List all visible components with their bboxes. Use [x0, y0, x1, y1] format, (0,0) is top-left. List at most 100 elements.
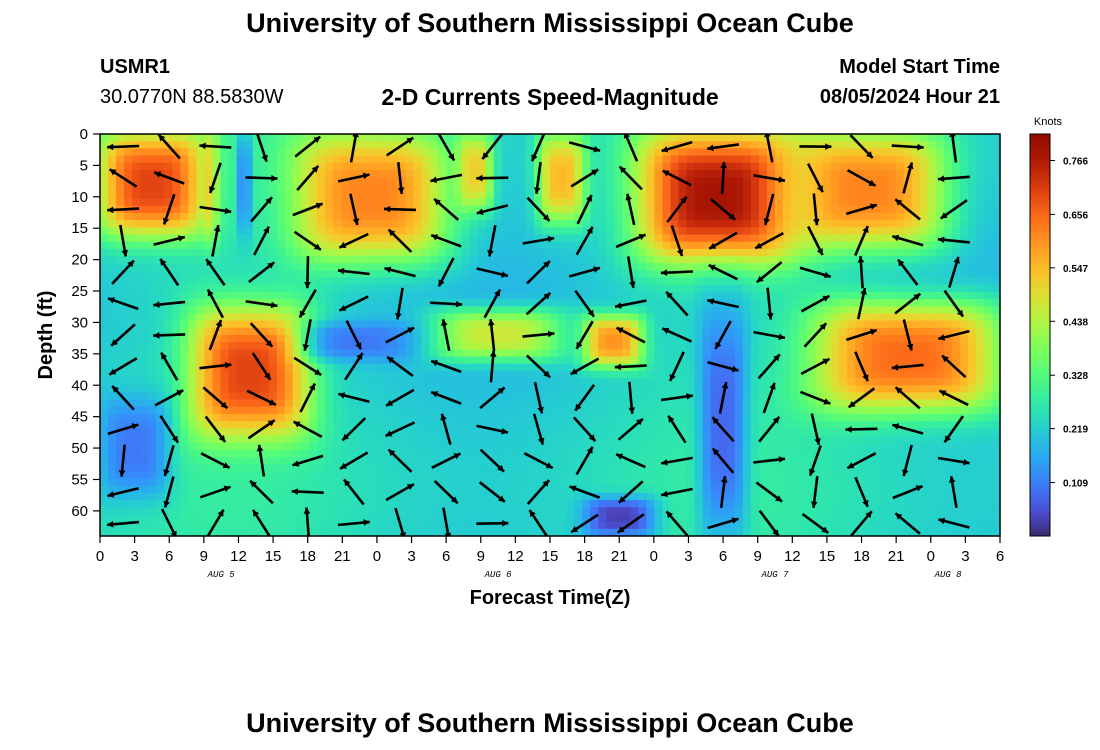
heatmap-cell [132, 320, 141, 329]
heatmap-cell [140, 356, 149, 365]
heatmap-cell [365, 335, 374, 343]
heatmap-cell [260, 363, 270, 372]
heatmap-cell [855, 162, 864, 171]
heatmap-cell [477, 335, 487, 343]
heatmap-cell [951, 299, 961, 307]
heatmap-cell [461, 413, 471, 422]
heatmap-cell [252, 220, 262, 228]
heatmap-cell [758, 169, 768, 178]
heatmap-cell [292, 162, 302, 171]
heatmap-cell [863, 392, 873, 401]
heatmap-cell [172, 449, 181, 458]
heatmap-cell [525, 205, 535, 214]
heatmap-cell [638, 378, 648, 386]
heatmap-cell [718, 220, 728, 228]
heatmap-cell [236, 370, 246, 379]
heatmap-cell [148, 234, 157, 243]
heatmap-cell [839, 406, 848, 415]
heatmap-cell [975, 356, 985, 365]
heatmap-cell [734, 220, 744, 228]
heatmap-cell [405, 399, 414, 408]
heatmap-cell [903, 320, 913, 329]
heatmap-cell [196, 134, 206, 142]
heatmap-cell [501, 277, 511, 286]
heatmap-cell [453, 169, 463, 178]
heatmap-cell [959, 306, 969, 315]
heatmap-cell [654, 421, 664, 429]
heatmap-cell [292, 349, 302, 358]
heatmap-cell [847, 162, 856, 171]
heatmap-cell [606, 270, 615, 279]
heatmap-cell [316, 399, 326, 408]
heatmap-cell [116, 212, 125, 221]
heatmap-cell [775, 370, 784, 379]
heatmap-cell [742, 184, 752, 193]
heatmap-cell [887, 306, 897, 315]
heatmap-cell [911, 406, 921, 415]
heatmap-cell [887, 234, 897, 243]
heatmap-cell [397, 234, 406, 243]
heatmap-cell [461, 406, 471, 415]
heatmap-cell [405, 148, 414, 157]
heatmap-cell [276, 284, 286, 293]
heatmap-cell [100, 270, 109, 279]
heatmap-cell [799, 263, 808, 271]
heatmap-cell [300, 428, 310, 437]
heatmap-cell [124, 392, 133, 401]
heatmap-cell [750, 148, 760, 157]
heatmap-cell [517, 413, 527, 422]
heatmap-cell [911, 363, 921, 372]
heatmap-cell [783, 342, 792, 350]
heatmap-cell [220, 406, 230, 415]
heatmap-cell [614, 370, 623, 379]
heatmap-cell [469, 291, 479, 300]
heatmap-cell [630, 191, 639, 200]
heatmap-cell [485, 220, 495, 228]
heatmap-cell [236, 363, 246, 372]
heatmap-cell [292, 177, 302, 185]
heatmap-cell [308, 148, 318, 157]
heatmap-cell [574, 349, 583, 358]
heatmap-cell [750, 428, 760, 437]
heatmap-cell [533, 306, 543, 315]
heatmap-cell [775, 406, 784, 415]
heatmap-cell [413, 421, 423, 429]
heatmap-cell [558, 155, 567, 164]
heatmap-cell [775, 378, 784, 386]
heatmap-cell [196, 421, 206, 429]
heatmap-cell [710, 370, 720, 379]
heatmap-cell [975, 284, 985, 293]
heatmap-cell [188, 241, 198, 250]
heatmap-cell [975, 270, 985, 279]
heatmap-cell [686, 241, 696, 250]
heatmap-cell [766, 413, 776, 422]
heatmap-cell [220, 313, 230, 322]
heatmap-cell [903, 306, 913, 315]
heatmap-cell [983, 378, 993, 386]
heatmap-cell [694, 248, 704, 257]
heatmap-cell [750, 184, 760, 193]
heatmap-cell [477, 234, 487, 243]
heatmap-cell [959, 205, 969, 214]
heatmap-cell [276, 428, 286, 437]
heatmap-cell [437, 306, 447, 315]
heatmap-cell [959, 220, 969, 228]
heatmap-cell [381, 162, 390, 171]
heatmap-cell [485, 227, 495, 236]
heatmap-cell [702, 169, 712, 178]
heatmap-cell [373, 205, 382, 214]
heatmap-cell [244, 141, 254, 149]
heatmap-cell [300, 349, 310, 358]
heatmap-cell [325, 155, 334, 164]
heatmap-cell [389, 399, 398, 408]
heatmap-cell [108, 392, 117, 401]
heatmap-cell [903, 399, 913, 408]
heatmap-cell [172, 148, 181, 157]
heatmap-cell [991, 363, 1000, 372]
heatmap-cell [156, 363, 165, 372]
heatmap-cell [750, 291, 760, 300]
heatmap-cell [341, 169, 350, 178]
heatmap-cell [983, 435, 993, 444]
heatmap-cell [493, 392, 503, 401]
heatmap-cell [558, 212, 567, 221]
